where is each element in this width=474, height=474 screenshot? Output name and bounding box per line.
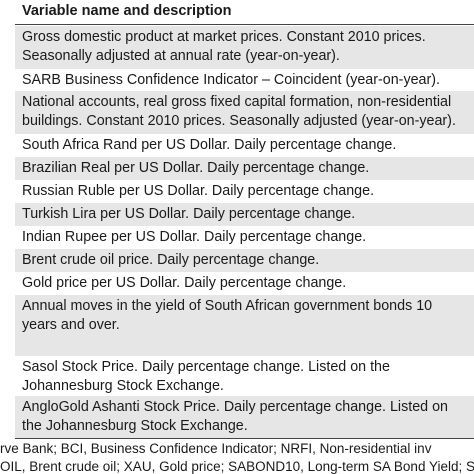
- footnote: rve Bank; BCI, Business Confidence Indic…: [0, 441, 432, 456]
- cell-text: Sasol Stock Price. Daily percentage chan…: [22, 359, 390, 394]
- table-row: Sasol Stock Price. Daily percentage chan…: [15, 356, 474, 396]
- table-row: Annual moves in the yield of South Afric…: [15, 295, 474, 356]
- table-row: Brazilian Real per US Dollar. Daily perc…: [15, 157, 474, 180]
- cell-text: Brazilian Real per US Dollar. Daily perc…: [22, 160, 370, 176]
- table-row: Turkish Lira per US Dollar. Daily percen…: [15, 203, 474, 226]
- table-header: Variable name and description: [22, 3, 232, 19]
- cell-text: AngloGold Ashanti Stock Price. Daily per…: [22, 399, 448, 434]
- table-row: AngloGold Ashanti Stock Price. Daily per…: [15, 396, 474, 438]
- table-row: SARB Business Confidence Indicator – Coi…: [15, 69, 474, 91]
- cell-text: Indian Rupee per US Dollar. Daily percen…: [22, 229, 367, 245]
- footnote: OIL, Brent crude oil; XAU, Gold price; S…: [0, 459, 474, 474]
- cell-text: Russian Ruble per US Dollar. Daily perce…: [22, 183, 375, 199]
- table-row: Brent crude oil price. Daily percentage …: [15, 249, 474, 272]
- cell-text: Gross domestic product at market prices.…: [22, 29, 426, 64]
- cell-text: SARB Business Confidence Indicator – Coi…: [22, 72, 440, 88]
- cell-text: National accounts, real gross fixed capi…: [22, 94, 456, 129]
- table-row: Gold price per US Dollar. Daily percenta…: [15, 272, 474, 295]
- cell-text: Gold price per US Dollar. Daily percenta…: [22, 275, 347, 291]
- table-row: Gross domestic product at market prices.…: [15, 26, 474, 69]
- cell-text: Brent crude oil price. Daily percentage …: [22, 252, 320, 268]
- table-row: National accounts, real gross fixed capi…: [15, 91, 474, 134]
- header-rule: [15, 24, 474, 25]
- table-row: Indian Rupee per US Dollar. Daily percen…: [15, 226, 474, 249]
- cell-text: Annual moves in the yield of South Afric…: [22, 298, 433, 333]
- table-row: South Africa Rand per US Dollar. Daily p…: [15, 134, 474, 157]
- cell-text: Turkish Lira per US Dollar. Daily percen…: [22, 206, 356, 222]
- bottom-rule: [15, 438, 474, 439]
- table-row: Russian Ruble per US Dollar. Daily perce…: [15, 180, 474, 203]
- cell-text: South Africa Rand per US Dollar. Daily p…: [22, 137, 397, 153]
